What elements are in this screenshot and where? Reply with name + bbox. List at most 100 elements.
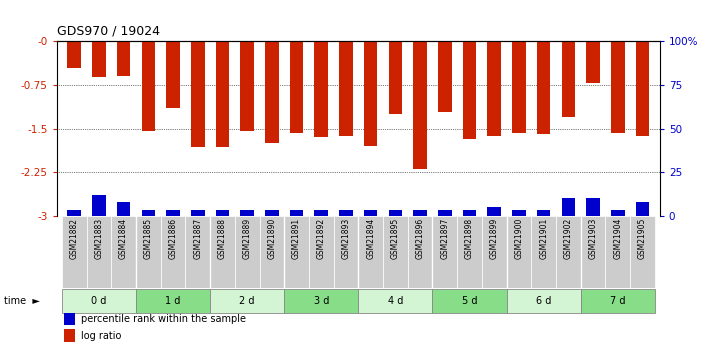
Bar	[215, 210, 229, 216]
Bar	[186, 216, 210, 288]
Bar	[62, 289, 136, 313]
Text: GSM21884: GSM21884	[119, 218, 128, 259]
Text: log ratio: log ratio	[81, 331, 122, 341]
Text: GSM21897: GSM21897	[440, 218, 449, 259]
Bar	[136, 216, 161, 288]
Bar	[463, 41, 476, 139]
Text: 1 d: 1 d	[166, 296, 181, 306]
Bar	[191, 210, 205, 216]
Text: GDS970 / 19024: GDS970 / 19024	[57, 25, 160, 38]
Bar	[556, 216, 581, 288]
Text: GSM21888: GSM21888	[218, 218, 227, 259]
Text: GSM21887: GSM21887	[193, 218, 202, 259]
Bar	[438, 41, 451, 112]
Bar	[581, 289, 655, 313]
Bar	[290, 41, 304, 133]
Bar	[581, 216, 606, 288]
Text: GSM21903: GSM21903	[589, 218, 597, 259]
Text: 6 d: 6 d	[536, 296, 551, 306]
Bar	[512, 41, 525, 132]
Bar	[339, 210, 353, 216]
Bar	[87, 216, 111, 288]
Bar	[260, 216, 284, 288]
Bar	[562, 41, 575, 117]
Text: GSM21896: GSM21896	[416, 218, 424, 259]
Bar	[117, 202, 130, 216]
Bar	[339, 41, 353, 136]
Bar	[309, 216, 333, 288]
Text: GSM21904: GSM21904	[614, 218, 622, 259]
Bar	[488, 207, 501, 216]
Bar	[358, 216, 383, 288]
Bar	[62, 216, 87, 288]
Bar	[537, 210, 550, 216]
Text: time  ►: time ►	[4, 296, 39, 306]
Text: GSM21892: GSM21892	[317, 218, 326, 259]
Text: GSM21890: GSM21890	[267, 218, 277, 259]
Bar	[507, 216, 531, 288]
Bar	[488, 41, 501, 136]
Text: GSM21883: GSM21883	[95, 218, 103, 259]
Bar	[68, 210, 81, 216]
Text: GSM21891: GSM21891	[292, 218, 301, 259]
Bar	[161, 216, 186, 288]
Bar	[537, 41, 550, 134]
Text: GSM21899: GSM21899	[490, 218, 498, 259]
Bar	[68, 41, 81, 68]
Bar	[290, 210, 304, 216]
Text: GSM21889: GSM21889	[242, 218, 252, 259]
Bar	[92, 195, 106, 216]
Text: GSM21894: GSM21894	[366, 218, 375, 259]
Bar	[191, 41, 205, 147]
Bar	[215, 41, 229, 147]
Bar	[636, 41, 649, 136]
Bar	[531, 216, 556, 288]
Bar	[284, 289, 358, 313]
Text: GSM21898: GSM21898	[465, 218, 474, 259]
Bar	[141, 41, 155, 131]
Text: 4 d: 4 d	[387, 296, 403, 306]
Text: 0 d: 0 d	[91, 296, 107, 306]
Bar	[210, 289, 284, 313]
Bar	[111, 216, 136, 288]
Bar	[333, 216, 358, 288]
Bar	[413, 41, 427, 169]
Text: GSM21901: GSM21901	[539, 218, 548, 259]
Text: GSM21905: GSM21905	[638, 218, 647, 259]
Bar	[438, 210, 451, 216]
Bar	[432, 216, 457, 288]
Bar	[507, 289, 581, 313]
Bar	[482, 216, 507, 288]
Text: GSM21885: GSM21885	[144, 218, 153, 259]
Text: 3 d: 3 d	[314, 296, 329, 306]
Bar	[636, 202, 649, 216]
Bar	[240, 41, 254, 131]
Bar	[92, 41, 106, 77]
Bar	[117, 41, 130, 76]
Bar	[265, 210, 279, 216]
Text: GSM21900: GSM21900	[515, 218, 523, 259]
Text: 7 d: 7 d	[610, 296, 626, 306]
Bar	[383, 216, 408, 288]
Bar	[463, 210, 476, 216]
Bar	[265, 41, 279, 143]
Text: GSM21886: GSM21886	[169, 218, 178, 259]
Bar	[611, 41, 624, 132]
Bar	[389, 210, 402, 216]
Bar	[432, 289, 507, 313]
Bar	[606, 216, 630, 288]
Bar	[512, 210, 525, 216]
Bar	[630, 216, 655, 288]
Bar	[587, 198, 600, 216]
Bar	[389, 41, 402, 114]
Bar	[562, 198, 575, 216]
Text: GSM21895: GSM21895	[391, 218, 400, 259]
Bar	[235, 216, 260, 288]
Bar	[358, 289, 432, 313]
Bar	[166, 210, 180, 216]
Text: percentile rank within the sample: percentile rank within the sample	[81, 314, 246, 324]
Bar	[314, 41, 328, 137]
Bar	[587, 41, 600, 83]
Bar	[457, 216, 482, 288]
Bar	[413, 210, 427, 216]
